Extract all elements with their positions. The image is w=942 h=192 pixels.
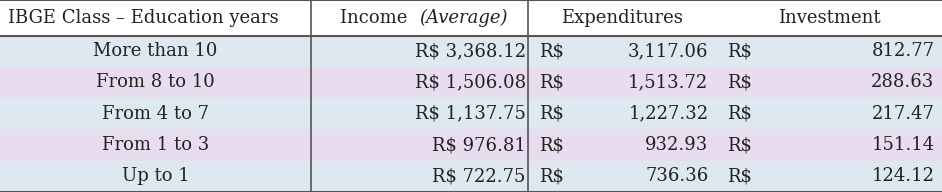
Text: From 1 to 3: From 1 to 3 (102, 136, 209, 154)
Text: From 8 to 10: From 8 to 10 (96, 74, 215, 91)
Text: 151.14: 151.14 (871, 136, 934, 154)
Bar (0, 161, 942, 192)
Bar (0, 0, 942, 36)
Text: R$: R$ (539, 167, 563, 185)
Bar (0, 67, 942, 98)
Text: From 4 to 7: From 4 to 7 (102, 105, 209, 123)
Text: (Average): (Average) (419, 9, 508, 27)
Text: 1,227.32: 1,227.32 (628, 105, 708, 123)
Text: R$: R$ (539, 74, 563, 91)
Text: R$: R$ (539, 105, 563, 123)
Text: R$ 976.81: R$ 976.81 (431, 136, 526, 154)
Text: Up to 1: Up to 1 (122, 167, 189, 185)
Text: R$: R$ (539, 136, 563, 154)
Text: 288.63: 288.63 (871, 74, 934, 91)
Text: Expenditures: Expenditures (560, 9, 683, 27)
Text: 3,117.06: 3,117.06 (628, 42, 708, 60)
Text: R$: R$ (727, 167, 752, 185)
Text: 124.12: 124.12 (871, 167, 934, 185)
Text: R$: R$ (727, 74, 752, 91)
Text: More than 10: More than 10 (93, 42, 218, 60)
Text: Investment: Investment (778, 9, 880, 27)
Text: R$: R$ (727, 136, 752, 154)
Text: R$: R$ (539, 42, 563, 60)
Text: R$ 3,368.12: R$ 3,368.12 (414, 42, 526, 60)
Text: 812.77: 812.77 (871, 42, 934, 60)
Text: 1,513.72: 1,513.72 (628, 74, 708, 91)
Text: Income: Income (340, 9, 419, 27)
Bar (0, 129, 942, 161)
Text: R$ 1,506.08: R$ 1,506.08 (414, 74, 526, 91)
Text: R$: R$ (727, 42, 752, 60)
Text: R$ 722.75: R$ 722.75 (432, 167, 526, 185)
Bar (0, 36, 942, 67)
Text: 217.47: 217.47 (871, 105, 934, 123)
Text: 736.36: 736.36 (645, 167, 708, 185)
Text: R$: R$ (727, 105, 752, 123)
Text: IBGE Class – Education years: IBGE Class – Education years (8, 9, 278, 27)
Text: 932.93: 932.93 (645, 136, 708, 154)
Bar (0, 98, 942, 129)
Text: R$ 1,137.75: R$ 1,137.75 (414, 105, 526, 123)
